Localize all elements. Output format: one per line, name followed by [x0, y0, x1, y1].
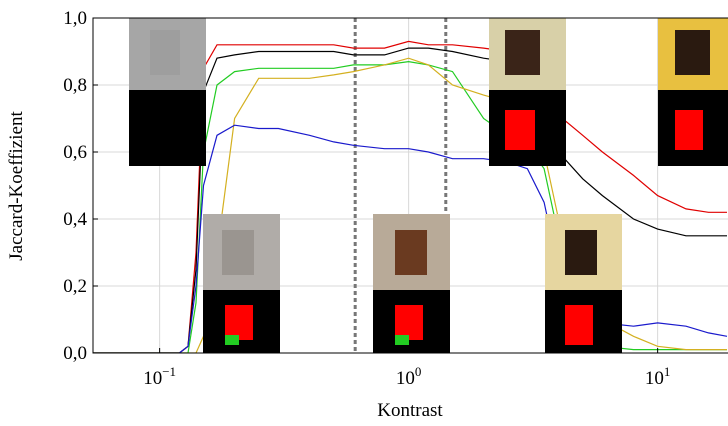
inset [545, 214, 622, 353]
x-tick-base: 10 [396, 368, 415, 389]
x-tick-label: 101 [645, 364, 671, 389]
x-tick-exponent: 0 [415, 364, 422, 379]
inset [658, 18, 728, 166]
plot-frame [92, 17, 728, 354]
x-tick-exponent: 1 [664, 364, 671, 379]
y-tick-label: 0,4 [63, 209, 87, 230]
x-tick-base: 10 [645, 368, 664, 389]
inset [129, 18, 206, 166]
y-tick-label: 1,0 [63, 8, 87, 29]
inset [373, 214, 450, 353]
x-axis-label: Kontrast [377, 400, 443, 421]
x-tick-base: 10 [143, 368, 162, 389]
y-axis-label: Jaccard-Koeffizient [6, 111, 27, 261]
axes: 0,00,20,40,60,81,010−1 100 101 [63, 8, 670, 389]
inset-images [129, 18, 728, 353]
x-tick-label: 10−1 [143, 364, 176, 389]
x-tick-exponent: −1 [162, 364, 176, 379]
y-tick-label: 0,8 [63, 75, 87, 96]
inset [203, 214, 280, 353]
y-tick-label: 0,2 [63, 276, 87, 297]
inset [489, 18, 566, 166]
x-tick-label: 100 [396, 364, 422, 389]
y-tick-label: 0,6 [63, 142, 87, 163]
y-tick-label: 0,0 [63, 343, 87, 364]
